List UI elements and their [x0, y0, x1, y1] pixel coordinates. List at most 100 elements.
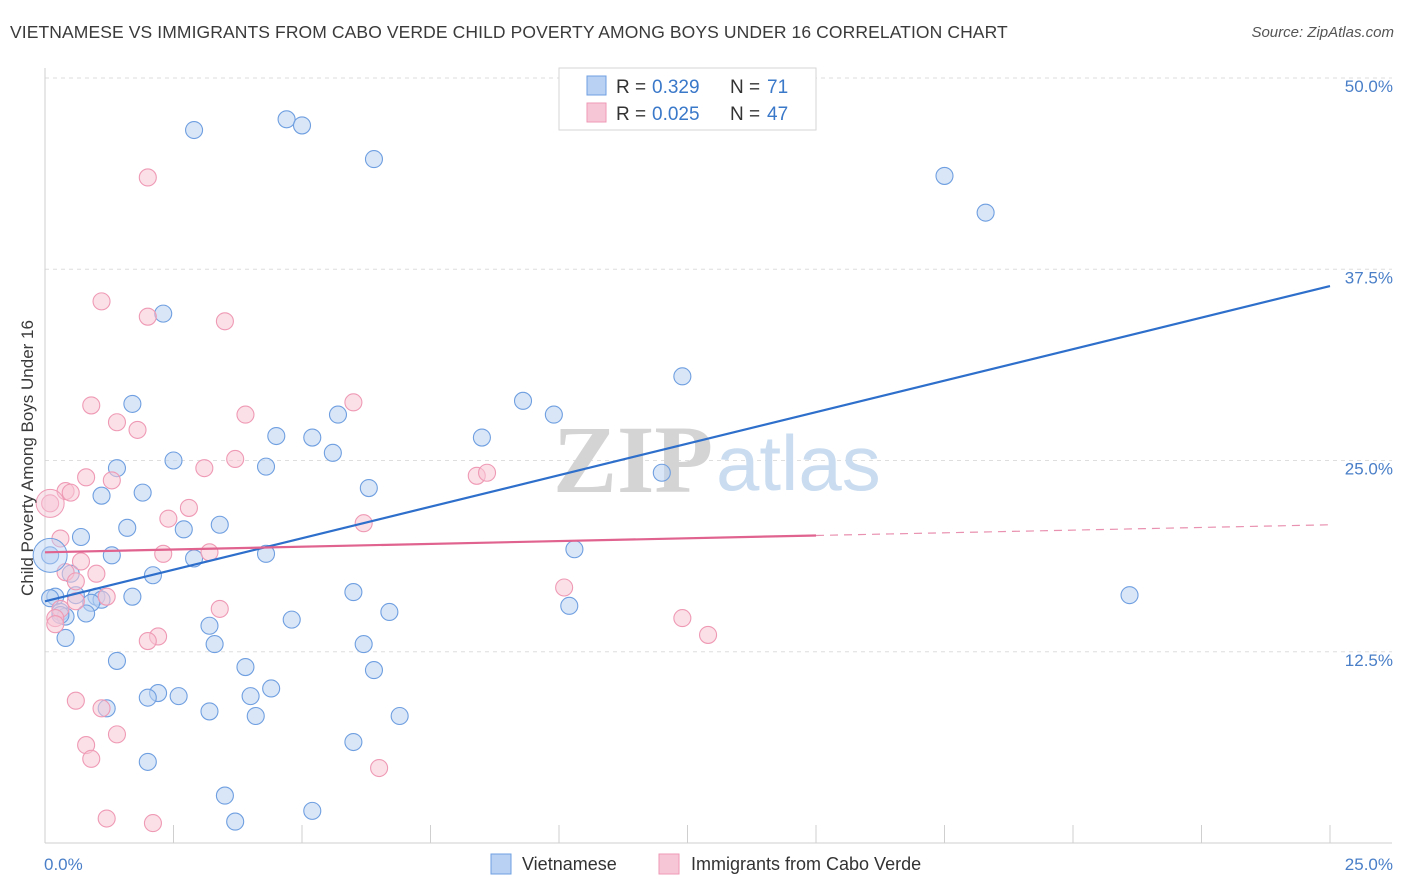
cabo-verde-point — [138, 168, 157, 187]
cabo-verde-point-large — [35, 488, 65, 518]
tick-labels: 12.5% 25.0% 37.5% 50.0% 0.0% 25.0% — [44, 77, 1393, 874]
watermark: ZIP atlas — [553, 406, 881, 513]
vietnamese-point — [118, 518, 137, 537]
vietnamese-point-large — [32, 537, 68, 573]
y-tick-label: 50.0% — [1345, 77, 1393, 96]
cabo-verde-point — [154, 544, 173, 563]
vietnamese-point — [92, 486, 111, 505]
vietnamese-point — [277, 110, 296, 129]
vietnamese-point — [513, 391, 533, 410]
cabo-verde-point — [179, 498, 198, 517]
cabo-verde-point — [555, 578, 574, 597]
vietnamese-point — [215, 786, 234, 805]
bottom-legend: Vietnamese Immigrants from Cabo Verde — [490, 853, 921, 875]
vietnamese-point — [226, 812, 245, 831]
vietnamese-point — [364, 150, 384, 169]
data-points — [32, 110, 1139, 833]
cabo-verde-point — [138, 631, 157, 651]
vietnamese-point — [169, 687, 188, 706]
bottom-legend-swatch-cabo-verde — [658, 853, 680, 875]
cabo-verde-point — [200, 543, 219, 562]
bottom-legend-vietnamese: Vietnamese — [522, 854, 617, 874]
legend-r-label-2: R = — [616, 104, 646, 125]
legend-r-value-2: 0.025 — [652, 104, 700, 125]
x-tick-label-min: 0.0% — [44, 855, 83, 874]
vietnamese-point — [390, 706, 409, 726]
vietnamese-point — [976, 203, 995, 222]
vietnamese-point — [200, 616, 219, 635]
cabo-verde-trend-line-extension — [815, 524, 1331, 537]
x-tick-label-max: 25.0% — [1345, 855, 1393, 874]
vietnamese-point — [256, 457, 276, 476]
y-tick-label: 12.5% — [1345, 651, 1393, 670]
vietnamese-point — [303, 428, 322, 447]
cabo-verde-point — [71, 552, 91, 571]
cabo-verde-point — [699, 625, 718, 644]
bottom-legend-cabo-verde: Immigrants from Cabo Verde — [691, 854, 921, 874]
vietnamese-point — [364, 661, 384, 680]
cabo-verde-point — [92, 699, 111, 718]
vietnamese-point — [138, 688, 157, 707]
vietnamese-point — [652, 463, 671, 482]
cabo-verde-point — [61, 483, 80, 502]
axes — [44, 68, 1392, 844]
cabo-verde-trend-line — [44, 534, 817, 554]
vietnamese-point — [138, 752, 157, 771]
vietnamese-point — [673, 367, 692, 386]
vietnamese-point — [935, 166, 954, 185]
vietnamese-point — [282, 610, 301, 629]
vietnamese-point — [154, 304, 173, 323]
trend-lines — [44, 285, 1331, 603]
cabo-verde-point — [344, 393, 363, 412]
vietnamese-point — [123, 587, 142, 606]
cabo-verde-point — [477, 463, 497, 482]
vietnamese-point — [560, 596, 579, 615]
cabo-verde-point — [195, 459, 214, 478]
vietnamese-point — [544, 405, 563, 424]
vietnamese-point — [210, 515, 229, 534]
cabo-verde-point — [107, 725, 127, 744]
cabo-verde-point — [87, 564, 106, 583]
vietnamese-point — [267, 426, 286, 446]
source-credit: Source: ZipAtlas.com — [1251, 24, 1394, 41]
chart-title: VIETNAMESE VS IMMIGRANTS FROM CABO VERDE… — [10, 22, 1008, 42]
vietnamese-point — [107, 651, 127, 670]
cabo-verde-point — [210, 599, 229, 618]
vietnamese-point — [292, 116, 312, 135]
legend-n-label-1: N = — [730, 77, 760, 98]
watermark-atlas: atlas — [716, 419, 881, 507]
legend-n-value-1: 71 — [767, 77, 788, 98]
cabo-verde-point — [215, 312, 234, 331]
vietnamese-point — [354, 635, 373, 654]
vietnamese-point — [236, 657, 255, 677]
vietnamese-trend-line — [44, 285, 1331, 603]
cabo-verde-point — [159, 509, 178, 528]
y-axis-label: Child Poverty Among Boys Under 16 — [18, 320, 37, 596]
legend-r-label-1: R = — [616, 77, 646, 98]
cabo-verde-point — [143, 814, 162, 833]
vietnamese-point — [246, 706, 265, 726]
cabo-verde-point — [66, 691, 85, 710]
cabo-verde-point — [370, 758, 389, 778]
cabo-verde-point — [97, 809, 116, 828]
vietnamese-point — [262, 679, 281, 698]
vietnamese-point — [472, 428, 491, 447]
vietnamese-point — [241, 687, 260, 706]
cabo-verde-point — [236, 405, 255, 424]
legend-swatch-cabo-verde — [586, 102, 607, 123]
y-tick-label: 25.0% — [1345, 460, 1393, 479]
legend-swatch-vietnamese — [586, 75, 607, 96]
vietnamese-point — [133, 483, 152, 502]
vietnamese-point — [323, 443, 342, 462]
vietnamese-point — [303, 801, 322, 820]
vietnamese-point — [174, 520, 193, 539]
legend-box: R = 0.329 N = 71 R = 0.025 N = 47 — [558, 67, 817, 131]
bottom-legend-swatch-vietnamese — [490, 853, 512, 875]
legend-n-label-2: N = — [730, 104, 760, 125]
cabo-verde-point — [77, 468, 96, 487]
cabo-verde-point — [92, 292, 111, 311]
vietnamese-point — [205, 635, 224, 654]
vietnamese-point — [164, 451, 183, 470]
legend-r-value-1: 0.329 — [652, 77, 700, 98]
